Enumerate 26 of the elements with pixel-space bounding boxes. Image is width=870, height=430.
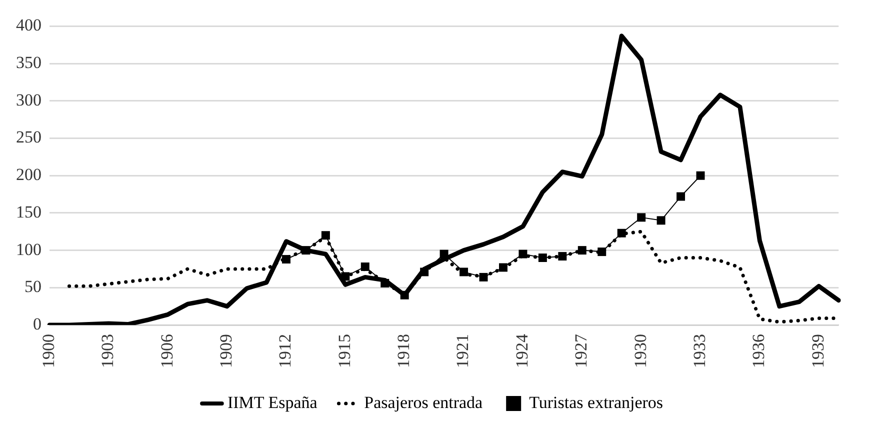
y-tick-label: 0 [33, 314, 42, 334]
x-tick-label: 1909 [216, 334, 236, 368]
x-tick-label: 1927 [572, 334, 591, 368]
x-tick-label: 1939 [808, 334, 828, 368]
x-tick-label: 1912 [276, 334, 295, 368]
x-tick-label: 1921 [453, 334, 472, 368]
y-tick-label: 100 [16, 240, 42, 259]
legend-label: Turistas extranjeros [529, 392, 664, 412]
x-tick-label: 1915 [334, 334, 354, 368]
x-tick-label: 1936 [749, 334, 768, 368]
y-tick-label: 350 [16, 53, 42, 72]
y-tick-label: 50 [24, 277, 42, 296]
y-tick-label: 400 [16, 16, 42, 35]
x-tick-label: 1906 [157, 334, 176, 368]
y-tick-label: 200 [16, 165, 42, 184]
legend-label: Pasajeros entrada [364, 392, 484, 412]
y-tick-label: 250 [16, 128, 42, 147]
x-tick-label: 1930 [630, 334, 650, 368]
x-tick-label: 1924 [512, 334, 532, 368]
x-tick-label: 1918 [394, 334, 414, 368]
y-tick-label: 150 [16, 202, 42, 222]
legend-label: IIMT España [227, 392, 318, 412]
x-tick-label: 1933 [690, 334, 709, 368]
x-tick-label: 1900 [38, 334, 58, 368]
x-tick-label: 1903 [98, 334, 118, 368]
y-tick-label: 300 [16, 90, 42, 110]
